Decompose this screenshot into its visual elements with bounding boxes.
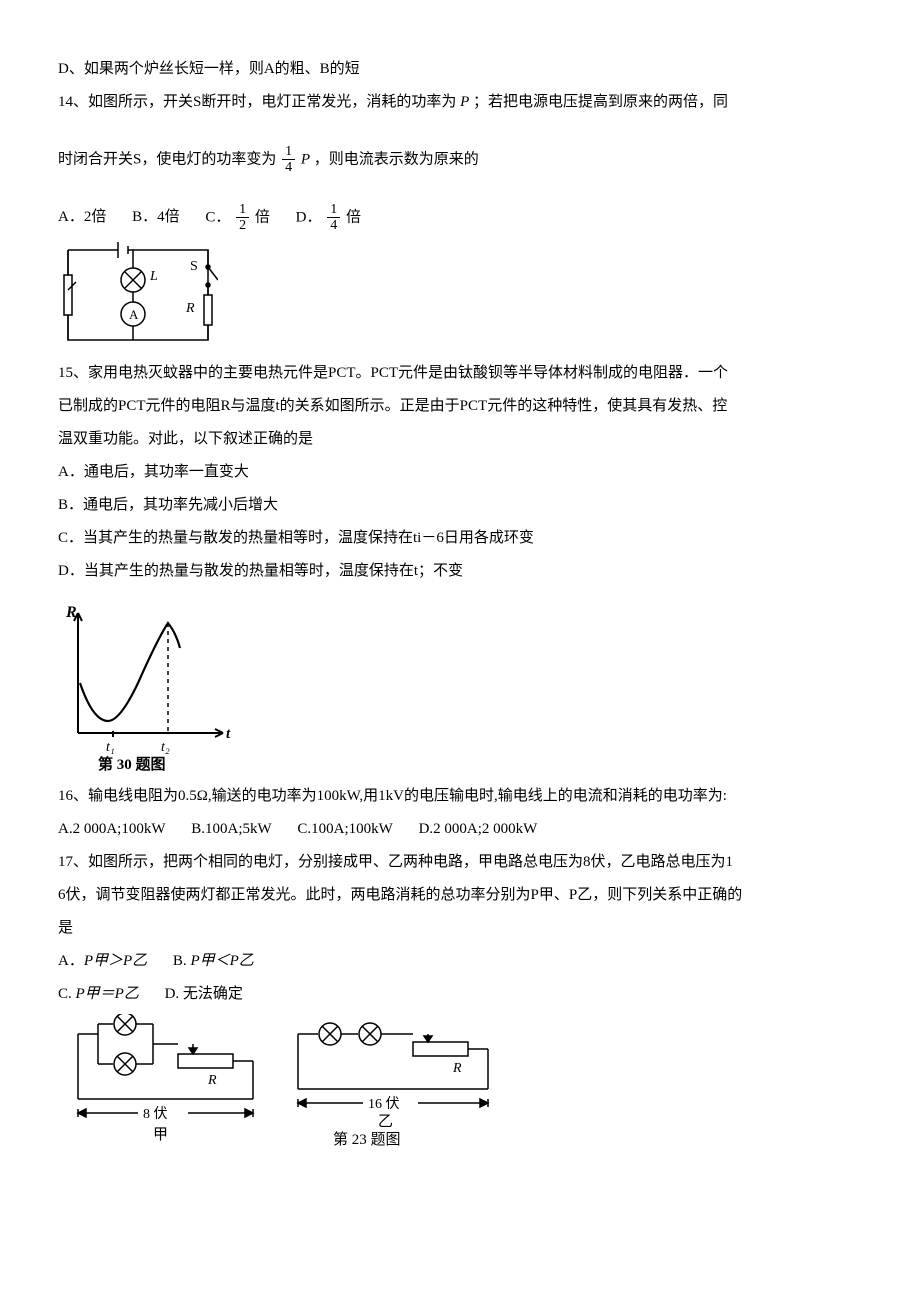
q17-line2: 6伏，调节变阻器使两灯都正常发光。此时，两电路消耗的总功率分别为P甲、P乙，则下… [58, 882, 862, 909]
q14-opt-a: A．2倍 [58, 204, 106, 231]
q17-opt-b: B. P甲＜P乙 [173, 948, 254, 975]
q13-option-d: D、如果两个炉丝长短一样，则A的粗、B的短 [58, 56, 862, 83]
frac-num: 1 [236, 202, 249, 218]
q14-opt-c: C． 1 2 倍 [205, 202, 270, 234]
q15-line1: 15、家用电热灭蚊器中的主要电热元件是PCT。PCT元件是由钛酸钡等半导体材料制… [58, 360, 862, 387]
opt-a-pre: A． [58, 953, 84, 969]
q17-opt-c: C. P甲＝P乙 [58, 981, 139, 1008]
axis-t: t [226, 726, 231, 742]
q17-opt-d: D. 无法确定 [165, 981, 243, 1008]
q14-stem-row2: 时闭合开关S，使电灯的功率变为 1 4 P ，则电流表示数为原来的 [58, 144, 862, 176]
label-R: R [185, 301, 195, 316]
frac-den: 2 [236, 218, 249, 233]
q17-opt-a: A．P甲＞P乙 [58, 948, 147, 975]
opt-c-post: 倍 [255, 209, 270, 225]
q14-stem-b: ；若把电源电压提高到原来的两倍，同 [473, 94, 728, 110]
q14-p-symbol-1: P [460, 94, 469, 110]
q14-circuit-figure: L A S R [58, 240, 862, 350]
q14-stem-row1: 14、如图所示，开关S断开时，电灯正常发光，消耗的功率为 P ；若把电源电压提高… [58, 89, 862, 116]
frac-num: 1 [327, 202, 340, 218]
q15-graph-figure: R t t₁ t₂ 第 30 题图 [58, 603, 862, 773]
q15-opt-b: B．通电后，其功率先减小后增大 [58, 492, 862, 519]
frac-den: 4 [282, 160, 295, 175]
jia-voltage: 8 伏 [143, 1106, 168, 1122]
yi-R-label: R [452, 1061, 462, 1076]
q15-opt-d: D．当其产生的热量与散发的热量相等时，温度保持在t；不变 [58, 558, 862, 585]
label-A: A [129, 307, 139, 322]
yi-label: 乙 [378, 1114, 393, 1130]
q17-options-row2: C. P甲＝P乙 D. 无法确定 [58, 981, 862, 1008]
q14-stem-a: 14、如图所示，开关S断开时，电灯正常发光，消耗的功率为 [58, 94, 456, 110]
yi-voltage: 16 伏 [368, 1096, 400, 1112]
q14-p-symbol-2: P [301, 151, 310, 167]
q16-stem: 16、输电线电阻为0.5Ω,输送的电功率为100kW,用1kV的电压输电时,输电… [58, 783, 862, 810]
opt-b-pre: B. [173, 953, 191, 969]
opt-a-rel: P甲＞P乙 [84, 953, 147, 969]
q15-line2: 已制成的PCT元件的电阻R与温度t的关系如图所示。正是由于PCT元件的这种特性，… [58, 393, 862, 420]
tick-t1: t₁ [106, 740, 115, 755]
q17-line1: 17、如图所示，把两个相同的电灯，分别接成甲、乙两种电路，甲电路总电压为8伏，乙… [58, 849, 862, 876]
opt-b-rel: P甲＜P乙 [190, 953, 253, 969]
opt-d-pre: D． [296, 209, 322, 225]
opt-c-pre: C. [58, 986, 76, 1002]
q14-stem-c: 时闭合开关S，使电灯的功率变为 [58, 151, 276, 167]
q16-opt-c: C.100A;100kW [297, 816, 392, 843]
frac-num: 1 [282, 144, 295, 160]
q17-options-row1: A．P甲＞P乙 B. P甲＜P乙 [58, 948, 862, 975]
q17-line3: 是 [58, 915, 862, 942]
graph-caption: 第 30 题图 [98, 755, 166, 773]
q15-opt-a: A．通电后，其功率一直变大 [58, 459, 862, 486]
q16-opt-b: B.100A;5kW [191, 816, 271, 843]
label-L: L [149, 269, 158, 284]
q14-opt-d: D． 1 4 倍 [296, 202, 361, 234]
frac-den: 4 [327, 218, 340, 233]
q17-caption: 第 23 题图 [333, 1130, 401, 1148]
jia-label: 甲 [153, 1127, 168, 1143]
jia-R-label: R [207, 1073, 217, 1088]
q14-opt-b: B．4倍 [132, 204, 180, 231]
opt-c-pre: C． [205, 209, 230, 225]
q17-circuits-figure: R R 8 伏 16 伏 甲 乙 第 23 题图 [58, 1014, 862, 1154]
q16-options: A.2 000A;100kW B.100A;5kW C.100A;100kW D… [58, 816, 862, 843]
q15-line3: 温双重功能。对此，以下叙述正确的是 [58, 426, 862, 453]
q14-frac-1-2: 1 2 [236, 202, 249, 234]
q14-options: A．2倍 B．4倍 C． 1 2 倍 D． 1 4 倍 [58, 202, 862, 234]
opt-d-post: 倍 [346, 209, 361, 225]
axis-R: R [65, 604, 77, 621]
q16-opt-a: A.2 000A;100kW [58, 816, 166, 843]
tick-t2: t₂ [161, 740, 170, 755]
q14-stem-d: ，则电流表示数为原来的 [314, 151, 479, 167]
q16-opt-d: D.2 000A;2 000kW [419, 816, 538, 843]
opt-c-rel: P甲＝P乙 [76, 986, 139, 1002]
q14-frac-1-4b: 1 4 [327, 202, 340, 234]
q14-frac-1-4: 1 4 [282, 144, 295, 176]
q15-opt-c: C．当其产生的热量与散发的热量相等时，温度保持在ti－6日用各成环变 [58, 525, 862, 552]
label-S: S [190, 259, 198, 274]
